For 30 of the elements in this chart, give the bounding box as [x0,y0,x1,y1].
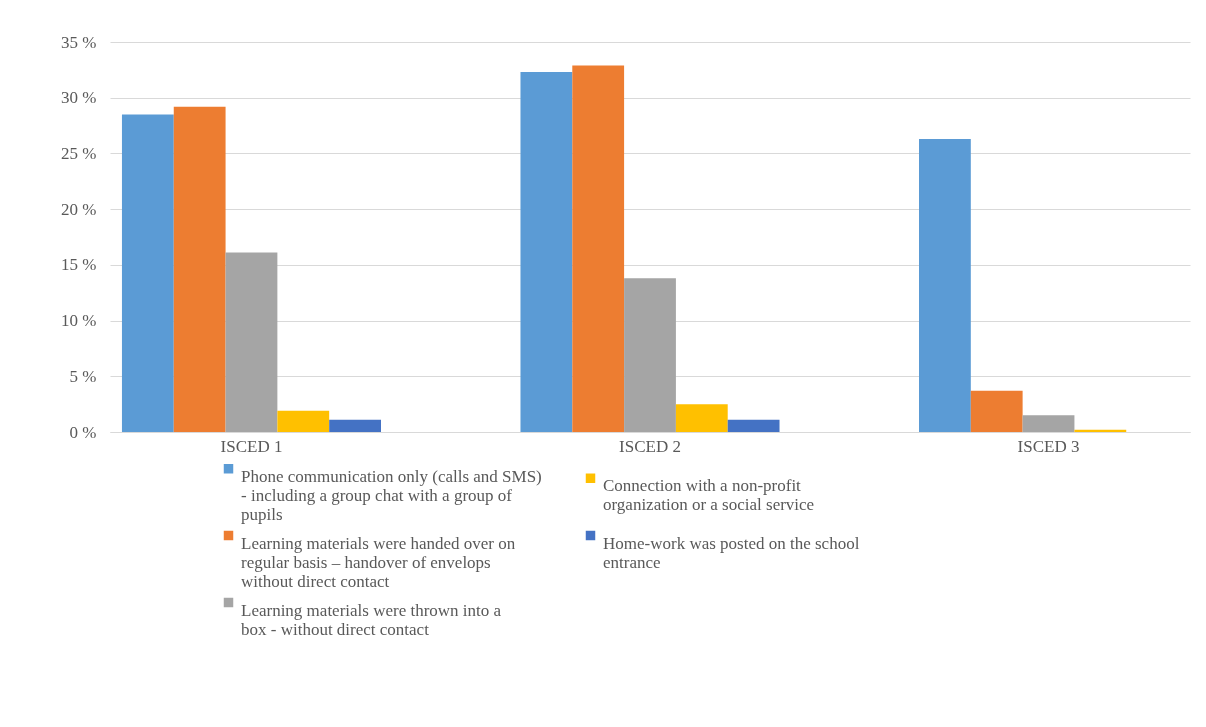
x-tick-label: ISCED 3 [1017,436,1080,456]
bar [1074,429,1127,432]
x-tick-label: ISCED 2 [619,436,681,456]
y-tick-label: 5 % [69,366,97,386]
bar [329,419,381,432]
x-tick-label: ISCED 1 [220,436,283,456]
bar [919,138,971,432]
bar [675,404,728,432]
bar [520,72,573,432]
y-tick-label: 20 % [61,199,97,219]
bar [572,65,625,432]
legend-label: Home-work was posted on the school entrance [603,533,860,572]
y-tick-label: 10 % [61,311,97,331]
bar [277,410,330,432]
bar [1022,415,1075,432]
bar [121,114,174,432]
y-tick-label: 15 % [61,255,97,275]
y-tick-label: 30 % [61,88,97,108]
bar [970,390,1023,432]
y-tick-label: 25 % [61,143,97,163]
legend-label: Learning materials were thrown into a box - without direct contact [241,600,502,639]
bar [173,106,226,432]
legend-label: Learning materials were handed over on regular basis – handover of envelops without direct contact [241,533,516,591]
bar [624,278,676,432]
legend-label: Phone communication only (calls and SMS) - including a group chat with a group of pupils [241,466,542,524]
y-tick-label: 0 % [69,422,97,442]
y-tick-label: 35 % [61,32,97,52]
bar [225,252,278,432]
legend-label: Connection with a non-profit organization or a social service [603,476,815,515]
bar [727,419,780,432]
